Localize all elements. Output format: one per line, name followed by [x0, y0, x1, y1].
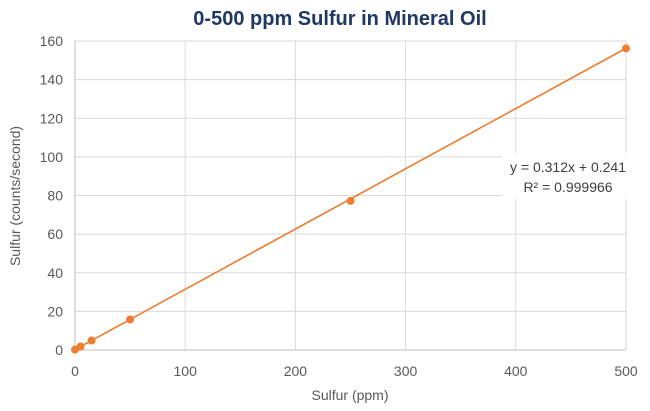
y-tick-label: 20: [47, 303, 63, 319]
data-point: [346, 196, 355, 205]
y-tick-label: 120: [40, 110, 64, 126]
data-point: [76, 342, 85, 351]
y-axis-label: Sulfur (counts/second): [7, 126, 23, 266]
data-point: [622, 44, 630, 53]
data-point: [87, 336, 96, 345]
y-tick-label: 60: [47, 226, 63, 242]
x-tick-label: 500: [614, 363, 638, 379]
x-axis-label: Sulfur (ppm): [311, 387, 388, 403]
x-tick-label: 100: [174, 363, 198, 379]
data-point: [126, 315, 135, 324]
axes: [74, 41, 626, 351]
y-tick-label: 40: [47, 265, 63, 281]
chart-title: 0-500 ppm Sulfur in Mineral Oil: [193, 8, 486, 30]
trendline-equation: y = 0.312x + 0.241: [510, 159, 626, 175]
x-tick-label: 200: [284, 363, 308, 379]
y-tick-label: 160: [40, 33, 64, 49]
x-tick-label: 0: [71, 363, 79, 379]
data-points: [71, 44, 630, 354]
y-tick-label: 80: [47, 188, 63, 204]
tick-labels: 0 20 40 60 80 100 120 140 160 0 100 200 300 400 500: [40, 33, 638, 379]
y-tick-label: 0: [55, 342, 63, 358]
x-tick-label: 400: [504, 363, 528, 379]
x-tick-label: 300: [394, 363, 418, 379]
trendline-r2: R² = 0.999966: [523, 179, 612, 195]
y-tick-label: 140: [40, 72, 64, 88]
y-tick-label: 100: [40, 149, 64, 165]
equation-box: [502, 153, 634, 199]
